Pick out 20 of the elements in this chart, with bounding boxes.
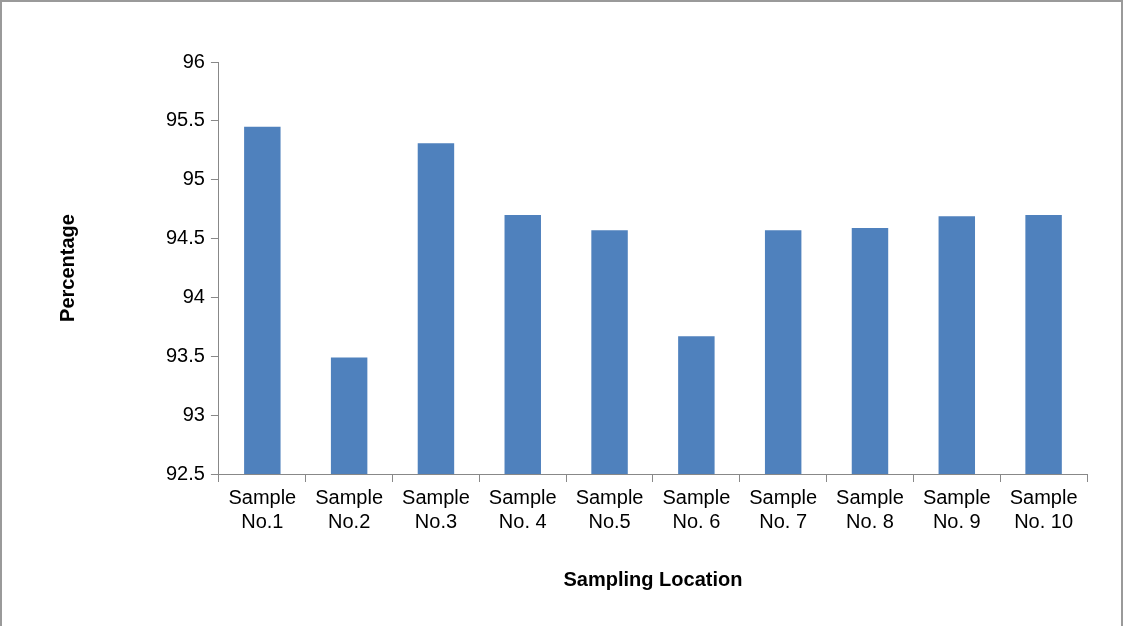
x-tick-label: Sample No. 10	[1009, 485, 1078, 532]
y-tick-label: 93.5	[165, 343, 205, 366]
x-tick-label: Sample No. 7	[749, 485, 818, 532]
x-tick-label: Sample No. 4	[488, 485, 557, 532]
y-tick-label: 94.5	[165, 226, 205, 249]
x-axis-title: Sampling Location	[563, 567, 743, 590]
y-tick-label: 95.5	[165, 108, 205, 131]
x-tick-label: Sample No. 8	[836, 485, 904, 532]
y-tick-label: 92.5	[165, 461, 205, 484]
y-tick-label: 93	[182, 402, 205, 425]
x-tick-label: Sample No. 9	[922, 485, 991, 532]
y-axis-title: Percentage	[55, 214, 78, 322]
x-tick-label: Sample No.1	[228, 485, 297, 532]
x-tick-label: Sample No.2	[315, 485, 384, 532]
x-tick-label: Sample No.3	[402, 485, 470, 532]
x-tick-label: Sample No. 6	[662, 485, 731, 532]
y-tick-label: 96	[182, 49, 205, 72]
y-tick-label: 95	[182, 167, 205, 190]
x-tick-label: Sample No.5	[575, 485, 644, 532]
y-tick-label: 94	[182, 284, 205, 307]
